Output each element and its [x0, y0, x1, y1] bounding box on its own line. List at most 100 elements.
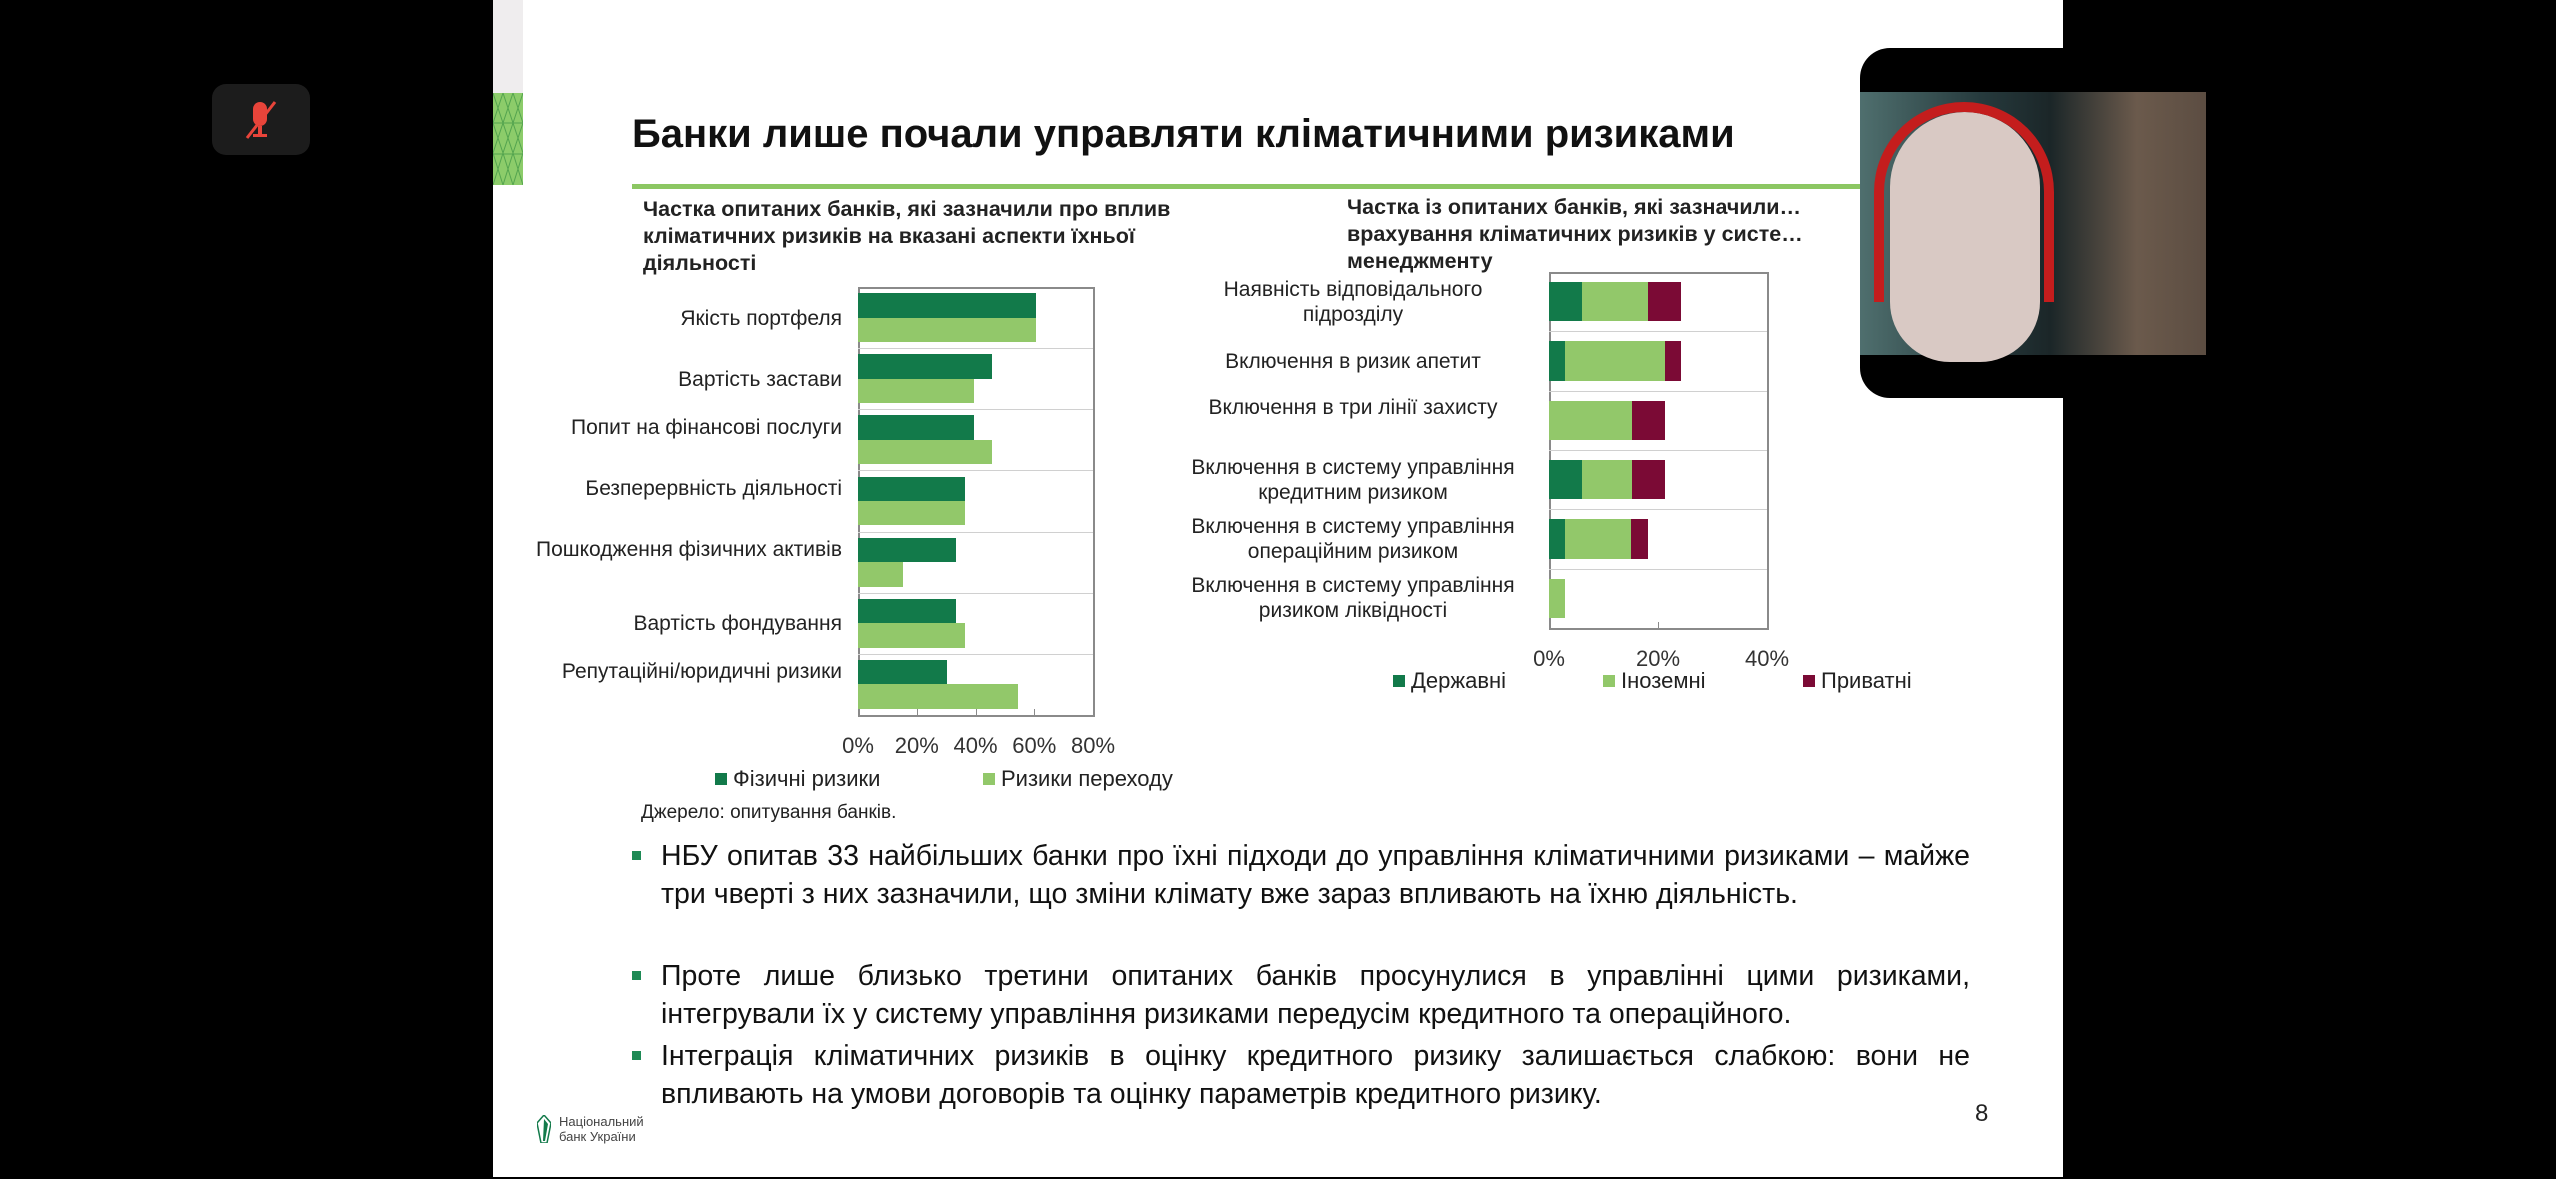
legend-swatch: [983, 773, 995, 785]
tick-mark: [1549, 622, 1550, 628]
gridline: [858, 592, 1093, 594]
bar-0: [858, 293, 1036, 318]
bar-1: [858, 317, 1036, 343]
legend-item: Державні: [1393, 668, 1506, 694]
bar-0: [858, 476, 965, 501]
legend-item: Фізичні ризики: [715, 766, 880, 792]
gridline: [858, 531, 1093, 533]
mute-toggle-button[interactable]: [212, 84, 310, 155]
category-label: Включення в систему управління кредитним…: [1191, 455, 1515, 504]
tick-label: 0%: [1533, 646, 1565, 671]
gridline: [1549, 390, 1767, 392]
legend-item: Ризики переходу: [983, 766, 1173, 792]
bar-0: [1549, 341, 1566, 381]
bullet-icon: [632, 971, 641, 980]
category-label: Пошкодження фізичних активів: [536, 538, 842, 562]
tick-mark: [1093, 709, 1094, 715]
category-label: Безперервність діяльності: [585, 477, 842, 500]
bar-2: [1631, 400, 1666, 440]
legend-label: Ризики переходу: [1001, 766, 1173, 791]
chart1-title: Частка опитаних банків, які зазначили пр…: [643, 197, 1171, 275]
category-label: Включення в три лінії захисту: [1208, 396, 1498, 420]
category-label: Попит на фінансові послуги: [570, 415, 842, 439]
gridline: [1549, 450, 1767, 451]
page-number: 8: [1975, 1100, 1989, 1127]
tick-mark: [1034, 709, 1036, 715]
webcam-feed: [1860, 92, 2206, 362]
bullet-item: Проте лише близько третини опитаних банк…: [632, 957, 1970, 1033]
bar-1: [858, 562, 903, 587]
tick-label: 0%: [842, 733, 874, 758]
bar-0: [1549, 519, 1566, 559]
category-label: Включення в ризик апетит: [1225, 350, 1481, 373]
category-label: Включення в систему управління операційн…: [1191, 515, 1515, 563]
bar-1: [858, 439, 992, 465]
tick-label: 40%: [953, 733, 998, 758]
tick-label: 60%: [1012, 733, 1057, 758]
bar-1: [858, 684, 1019, 709]
tick-mark: [1658, 622, 1659, 628]
bar-1: [1549, 578, 1566, 618]
legend-swatch: [1603, 675, 1615, 687]
nbu-logo: Національний банк України: [537, 1114, 644, 1144]
category-label: Вартість застави: [678, 367, 842, 391]
bar-0: [1549, 460, 1583, 500]
bar-2: [1631, 519, 1648, 559]
legend-item: Приватні: [1803, 668, 1912, 694]
tick-mark: [975, 709, 977, 715]
legend-label: Іноземні: [1621, 668, 1706, 693]
bar-1: [858, 623, 965, 648]
category-label: Наявність відповідального підрозділу: [1223, 277, 1483, 326]
bar-2: [1631, 460, 1666, 500]
gridline: [858, 470, 1093, 472]
legend-label: Державні: [1411, 668, 1507, 693]
legend-swatch: [1393, 675, 1405, 687]
bar-0: [1549, 282, 1583, 322]
category-label: Включення в систему управління ризиком л…: [1191, 574, 1515, 623]
bullet-icon: [632, 851, 641, 860]
chart2-title: Частка із опитаних банків, які зазначили…: [1347, 195, 1803, 273]
bullet-item: Інтеграція кліматичних ризиків в оцінку …: [632, 1037, 1970, 1113]
mic-off-icon: [245, 100, 277, 139]
tick-label: 20%: [1635, 646, 1681, 671]
presentation-slide: Банки лише почали управляти кліматичними…: [492, 0, 2063, 1177]
tick-label: 40%: [1744, 646, 1790, 671]
source-note: Джерело: опитування банків.: [641, 802, 897, 823]
legend-swatch: [715, 773, 727, 785]
bar-0: [858, 354, 992, 379]
bullet-icon: [632, 1051, 641, 1060]
bar-2: [1664, 341, 1681, 381]
bar-0: [858, 659, 947, 685]
tick-mark: [916, 709, 918, 715]
bar-1: [1582, 460, 1632, 500]
participant-video[interactable]: [1860, 48, 2330, 398]
gridline: [1549, 331, 1767, 333]
bar-1: [1565, 519, 1632, 559]
gridline: [1549, 509, 1767, 511]
title-underline: [632, 184, 1892, 189]
nbu-logo-icon: [537, 1115, 551, 1143]
bar-0: [858, 598, 956, 624]
bar-1: [1582, 282, 1649, 322]
slide-decor-pattern: [492, 92, 524, 186]
legend-swatch: [1803, 675, 1815, 687]
gridline: [858, 348, 1093, 350]
tick-mark: [858, 709, 859, 715]
bullet-item: НБУ опитав 33 найбільших банки про їхні …: [632, 837, 1970, 913]
bar-2: [1648, 282, 1682, 322]
tick-label: 80%: [1070, 733, 1116, 758]
category-label: Вартість фондування: [633, 612, 842, 636]
bar-1: [1549, 400, 1632, 440]
tick-label: 20%: [894, 733, 939, 758]
slide-title: Банки лише почали управляти кліматичними…: [632, 112, 1735, 156]
bar-1: [858, 378, 974, 404]
bar-0: [858, 415, 974, 440]
gridline: [858, 409, 1093, 411]
legend-label: Фізичні ризики: [733, 766, 881, 791]
bar-0: [858, 537, 956, 563]
legend-item: Іноземні: [1603, 668, 1706, 694]
tick-mark: [1767, 622, 1768, 628]
category-label: Якість портфеля: [680, 306, 842, 330]
plot-area: [1549, 272, 1769, 630]
bar-1: [1565, 341, 1665, 381]
